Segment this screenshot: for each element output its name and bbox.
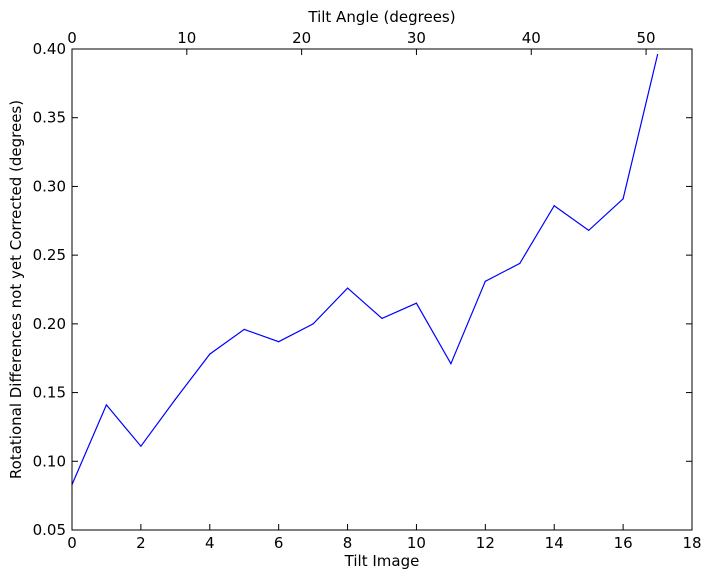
top-x-axis-title: Tilt Angle (degrees) xyxy=(307,8,455,26)
data-point xyxy=(519,262,521,264)
y-tick-label: 0.40 xyxy=(33,40,66,58)
data-point xyxy=(450,363,452,365)
x-tick-label: 2 xyxy=(136,534,146,552)
plot-frame xyxy=(71,48,693,531)
y-tick-label: 0.35 xyxy=(33,109,66,127)
y-tick-label: 0.05 xyxy=(33,521,66,539)
x-tick-label: 0 xyxy=(67,534,77,552)
data-point xyxy=(278,341,280,343)
data-point xyxy=(553,205,555,207)
top-x-tick-label: 30 xyxy=(407,29,426,47)
y-tick-label: 0.30 xyxy=(33,177,66,195)
top-x-tick-label: 20 xyxy=(292,29,311,47)
x-tick-label: 12 xyxy=(476,534,495,552)
tick-labels: 0 2 4 6 8 10 12 14 16 18 0 10 20 30 40 50 0.05 0.10 0.15 0.… xyxy=(33,29,702,552)
x-tick-label: 6 xyxy=(274,534,284,552)
data-point xyxy=(243,328,245,330)
data-point xyxy=(484,280,486,282)
series-line-group xyxy=(71,53,659,486)
top-x-tick-label: 0 xyxy=(67,29,77,47)
top-x-tick-label: 50 xyxy=(637,29,656,47)
data-point xyxy=(209,353,211,355)
x-axis-title: Tilt Image xyxy=(344,552,420,570)
data-point xyxy=(140,445,142,447)
x-tick-label: 4 xyxy=(205,534,215,552)
top-x-tick-label: 40 xyxy=(522,29,541,47)
data-point xyxy=(656,53,659,56)
x-tick-label: 8 xyxy=(343,534,353,552)
data-point xyxy=(105,404,108,406)
y-tick-label: 0.20 xyxy=(33,315,66,333)
tick-marks xyxy=(71,48,693,531)
x-tick-label: 14 xyxy=(545,534,564,552)
y-tick-label: 0.10 xyxy=(33,452,66,470)
y-axis-title: Rotational Differences not yet Corrected… xyxy=(7,100,25,479)
y-tick-label: 0.15 xyxy=(33,384,66,402)
data-point xyxy=(622,198,624,200)
x-tick-label: 10 xyxy=(407,534,426,552)
series-line xyxy=(71,54,659,485)
data-point xyxy=(588,229,590,232)
x-tick-label: 16 xyxy=(614,534,633,552)
x-tick-label: 18 xyxy=(682,534,701,552)
data-point xyxy=(381,317,383,319)
data-point xyxy=(312,323,314,325)
data-point xyxy=(415,302,418,304)
y-tick-label: 0.25 xyxy=(33,246,66,264)
top-x-tick-label: 10 xyxy=(177,29,196,47)
data-point xyxy=(174,398,176,401)
data-point xyxy=(346,287,349,289)
